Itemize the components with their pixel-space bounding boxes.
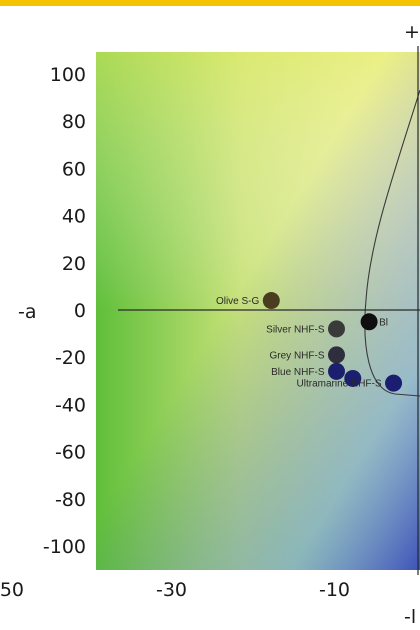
gamut-boundary-curve <box>364 89 420 397</box>
y-tick-label: -20 <box>55 347 86 369</box>
x-tick-labels: -70-50-30-10 <box>0 579 350 601</box>
chart-axes <box>118 46 420 575</box>
data-point <box>328 320 345 338</box>
data-point-label: Silver NHF-S <box>266 324 325 335</box>
data-point <box>344 369 362 387</box>
data-point-label: Grey NHF-S <box>270 350 325 361</box>
data-point-label: Bl <box>379 317 388 328</box>
x-tick-label: -30 <box>156 579 187 601</box>
y-tick-label: -100 <box>43 536 86 558</box>
data-point-label: Blue NHF-S <box>271 367 325 378</box>
b-negative-label: -l <box>404 606 416 628</box>
accent-top-bar <box>0 0 420 6</box>
y-tick-label: -40 <box>55 394 86 416</box>
data-point <box>360 313 378 331</box>
color-gradient-background <box>96 52 420 570</box>
data-point <box>328 362 345 380</box>
data-point <box>262 292 280 310</box>
a-negative-label: -a <box>18 301 37 323</box>
y-tick-label: 20 <box>62 253 86 275</box>
y-tick-label: 80 <box>62 111 86 133</box>
y-tick-label: 60 <box>62 158 86 180</box>
data-point-label: Olive S-G <box>216 296 260 307</box>
data-point <box>385 374 403 392</box>
x-tick-label: -50 <box>0 579 24 601</box>
gamut-outline <box>364 89 420 397</box>
y-tick-label: -60 <box>55 442 86 464</box>
data-point-label: Ultramarine NHF-S <box>297 379 382 390</box>
y-tick-label: -80 <box>55 489 86 511</box>
x-tick-label: -10 <box>319 579 350 601</box>
y-tick-label: 100 <box>50 64 86 86</box>
y-tick-label: 0 <box>74 300 86 322</box>
b-positive-label: + <box>404 21 420 43</box>
y-tick-labels: 100 80 60 40 20 0 -20 -40 -60 -80 -100 <box>43 64 86 558</box>
data-point <box>328 346 345 364</box>
y-tick-label: 40 <box>62 206 86 228</box>
data-points: Olive S-G Silver NHF-S Bl Grey NHF-S Blue NH… <box>216 292 403 392</box>
